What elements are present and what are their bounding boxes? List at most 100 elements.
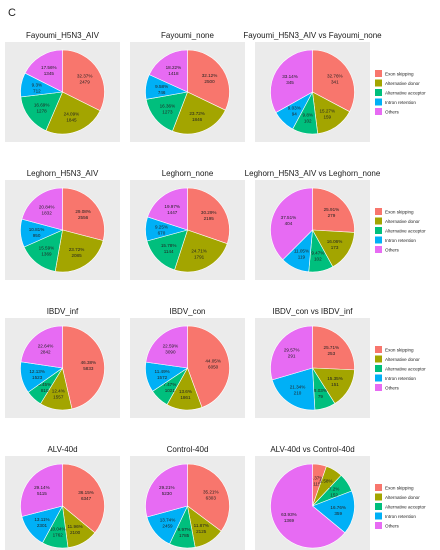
pie-panel-leghorn-h5n3-aiv: Leghorn_H5N3_AIV 29.08%2556 23.72%2085 15.5…	[5, 169, 120, 280]
slice-percent-label: 9.58%	[155, 84, 168, 89]
pie-slice-others	[145, 325, 188, 369]
slice-count-label: 359	[334, 511, 342, 516]
legend-label: Others	[385, 248, 399, 253]
slice-count-label: 2100	[70, 530, 81, 535]
slice-percent-label: 46.38%	[81, 360, 97, 365]
legend-label: Exon skipping	[385, 210, 414, 215]
panel-title: Leghorn_H5N3_AIV	[27, 169, 99, 178]
pie-slice-others	[20, 463, 63, 517]
slice-count-label: 1762	[53, 533, 64, 538]
slice-count-label: 712	[33, 88, 41, 93]
legend-swatch-intron-retention	[375, 374, 382, 382]
slice-count-label: 1572	[157, 375, 168, 380]
pie-slice-exon-skipping	[62, 49, 105, 112]
pie-panel-alv-40d-vs-control-40d: ALV-40d vs Control-40d5.37%1156.58%7.2%1…	[255, 445, 370, 550]
slice-percent-label: 32.37%	[77, 73, 93, 78]
pie-slice-exon-skipping	[312, 49, 355, 113]
legend-label: Alternative donor	[385, 219, 420, 224]
pie-panels: Fayoumi_H5N3_AIV 32.37%2479 24.09%1845 16.6…	[5, 31, 382, 550]
slice-percent-label: 10.81%	[29, 227, 45, 232]
slice-count-label: 253	[327, 351, 335, 356]
legend-swatch-exon-skipping	[375, 208, 382, 215]
slice-percent-label: 12.13%	[29, 369, 45, 374]
panel-title: Fayoumi_none	[161, 31, 214, 40]
legend-label: Intron retention	[385, 238, 416, 243]
slice-percent-label: 5.37%	[310, 475, 323, 480]
slice-count-label: 119	[298, 255, 306, 260]
pie-slice-exon-skipping	[312, 325, 355, 371]
slice-count-label: 341	[331, 80, 339, 85]
slice-percent-label: 63.93%	[281, 512, 297, 517]
slice-percent-label: 11.49%	[154, 369, 169, 374]
pie-slice-exon-skipping	[62, 463, 105, 534]
slice-count-label: 345	[286, 80, 294, 85]
slice-percent-label: 9.47%	[311, 250, 324, 255]
pie-slice-alternative-donor	[45, 91, 101, 135]
legend-label: Exon skipping	[385, 348, 414, 353]
slice-count-label: 1447	[167, 210, 178, 215]
slice-count-label: 746	[158, 90, 166, 95]
legend-swatch-alternative-donor	[375, 355, 382, 363]
slice-count-label: 1369	[284, 518, 295, 523]
slice-count-label: 5230	[162, 491, 173, 496]
slice-count-label: 6303	[206, 495, 217, 500]
pie-panel-ibdv-inf: IBDV_inf 46.38%5833 12.4%1557 6.45%810 12.13…	[5, 307, 120, 418]
panel-title: Fayoumi_H5N3_AIV vs Fayoumi_none	[243, 31, 382, 40]
legend-label: Intron retention	[385, 376, 416, 381]
legend-row-4: Exon skipping Alternative donor Alternativ…	[375, 484, 426, 529]
legend-swatch-alternative-acceptor	[375, 227, 382, 234]
slice-count-label: 1278	[37, 109, 48, 114]
slice-percent-label: 33.14%	[282, 74, 298, 79]
pie-slice-exon-skipping	[62, 325, 105, 410]
pie-slice-others	[21, 187, 63, 231]
slice-percent-label: 13.74%	[160, 518, 176, 523]
slice-count-label: 102	[314, 256, 322, 261]
legend-label: Alternative acceptor	[385, 367, 426, 372]
legend-label: Alternative donor	[385, 81, 420, 86]
legend-label: Alternative acceptor	[385, 229, 426, 234]
slice-percent-label: 6.45%	[38, 382, 51, 387]
slice-count-label: 2556	[78, 215, 89, 220]
slice-percent-label: 19.97%	[164, 204, 180, 209]
legend-swatch-alternative-acceptor	[375, 89, 382, 96]
slice-percent-label: 10.04%	[50, 527, 66, 532]
legend-swatch-alternative-donor	[375, 217, 382, 225]
panel-title: Control-40d	[167, 445, 209, 454]
slice-count-label: 1832	[42, 210, 53, 215]
slice-count-label: 1846	[192, 117, 203, 122]
slice-percent-label: 16.69%	[34, 103, 50, 108]
slice-count-label: 1845	[66, 117, 77, 122]
slice-count-label: 1369	[41, 252, 52, 257]
slice-count-label: 1785	[179, 533, 190, 538]
slice-count-label: 6347	[81, 496, 92, 501]
slice-percent-label: 30.29%	[201, 210, 217, 215]
slice-percent-label: 29.08%	[75, 209, 91, 214]
slice-percent-label: 35.21%	[203, 489, 219, 494]
panel-title: Leghorn_none	[162, 169, 214, 178]
slice-percent-label: 15.59%	[39, 246, 55, 251]
slice-count-label: 810	[41, 388, 49, 393]
figure-letter: C	[8, 7, 16, 19]
slice-percent-label: 15.35%	[327, 376, 343, 381]
slice-percent-label: 11.87%	[194, 523, 209, 528]
legend-swatch-others	[375, 246, 382, 253]
slice-count-label: 1861	[180, 395, 191, 400]
slice-count-label: 2479	[80, 79, 91, 84]
slice-count-label: 151	[331, 382, 339, 387]
slice-count-label: 79	[318, 394, 324, 399]
slice-count-label: 1144	[164, 249, 174, 254]
pie-panel-control-40d: Control-40d 35.21%6303 11.87%2125 9.97%1785…	[130, 445, 245, 550]
legend-row-2: Exon skipping Alternative donor Alternativ…	[375, 208, 426, 253]
slice-count-label: 279	[328, 213, 336, 218]
slice-percent-label: 24.71%	[191, 248, 207, 253]
panel-title: Leghorn_H5N3_AIV vs Leghorn_none	[245, 169, 381, 178]
slice-count-label: 1345	[44, 71, 55, 76]
slice-count-label: 1418	[168, 71, 179, 76]
pie-slice-others	[145, 463, 188, 518]
slice-percent-label: 13.6%	[179, 389, 192, 394]
slice-percent-label: 16.06%	[327, 239, 343, 244]
legend-swatch-others	[375, 522, 382, 529]
pie-slice-others	[24, 49, 63, 93]
slice-percent-label: 18.22%	[166, 65, 182, 70]
legend-swatch-intron-retention	[375, 98, 382, 106]
